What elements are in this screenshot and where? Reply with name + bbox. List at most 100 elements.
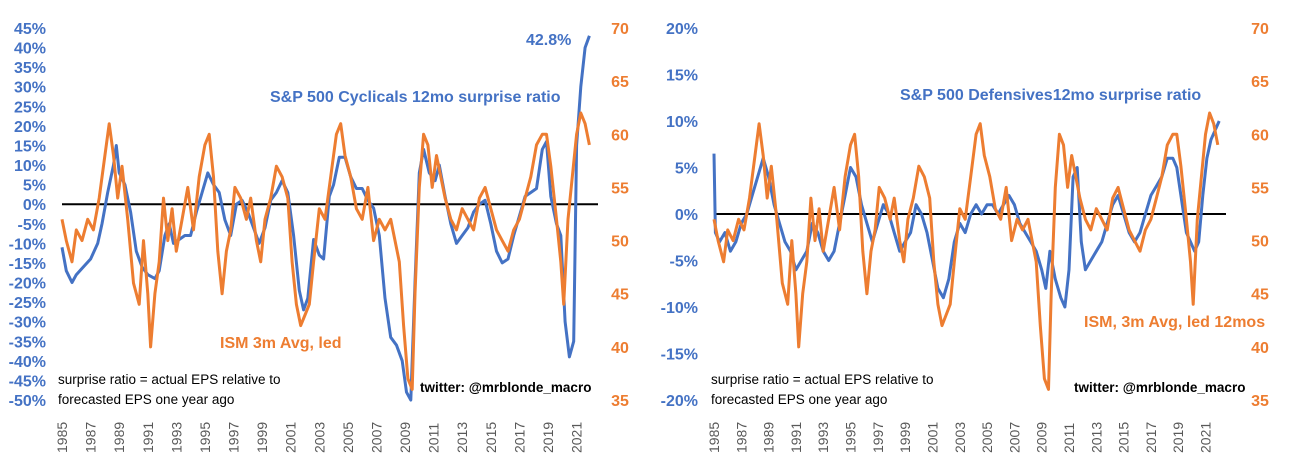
cyclicals-left-tick-label: -25% (9, 295, 46, 312)
cyclicals-series-right-line (60, 111, 591, 391)
cyclicals-chart: 45% 40% 35% 30% 25% 20% 15% 10% 5% 0% -5% -10% -15% -… (9, 21, 629, 453)
cyclicals-left-tick-label: -30% (9, 315, 46, 332)
cyclicals-right-tick-label: 45 (611, 287, 629, 304)
defensives-right-tick-label: 55 (1251, 180, 1269, 197)
cyclicals-x-tick-label: 2011 (426, 423, 442, 453)
defensives-note-line1: surprise ratio = actual EPS relative to (711, 372, 933, 387)
cyclicals-right-tick-label: 60 (611, 127, 629, 144)
cyclicals-left-tick-label: -15% (9, 256, 46, 273)
cyclicals-left-tick-label: 40% (14, 41, 46, 58)
cyclicals-right-tick-label: 65 (611, 74, 629, 91)
cyclicals-left-tick-label: 15% (14, 138, 46, 155)
cyclicals-peak-label: 42.8% (526, 32, 571, 49)
cyclicals-left-tick-label: -5% (18, 217, 46, 234)
cyclicals-left-tick-label: 5% (23, 178, 46, 195)
cyclicals-x-tick-label: 2017 (511, 422, 527, 453)
defensives-right-tick-label: 50 (1251, 234, 1269, 251)
cyclicals-x-tick-label: 1985 (54, 422, 70, 453)
defensives-x-tick-label: 2015 (1116, 422, 1132, 453)
defensives-series-right-line (712, 111, 1220, 391)
cyclicals-x-tick-label: 1997 (226, 422, 242, 453)
defensives-left-tick-label: 10% (666, 114, 698, 131)
defensives-left-tick-label: -15% (661, 347, 698, 364)
cyclicals-orange-series-label: ISM 3m Avg, led (220, 335, 342, 352)
cyclicals-x-tick-label: 2015 (483, 422, 499, 453)
defensives-orange-series-label: ISM, 3m Avg, led 12mos (1084, 314, 1265, 331)
cyclicals-right-tick-label: 35 (611, 393, 629, 410)
defensives-right-tick-label: 35 (1251, 393, 1269, 410)
defensives-x-tick-label: 1991 (788, 422, 804, 453)
cyclicals-left-tick-label: 20% (14, 119, 46, 136)
defensives-series-left-line (712, 120, 1221, 309)
cyclicals-left-tick-label: 35% (14, 60, 46, 77)
cyclicals-left-tick-label: 0% (23, 197, 46, 214)
cyclicals-blue-series-label: S&P 500 Cyclicals 12mo surprise ratio (270, 89, 561, 106)
cyclicals-x-tick-label: 2013 (454, 422, 470, 453)
defensives-x-tick-label: 2017 (1143, 422, 1159, 453)
cyclicals-left-tick-label: 30% (14, 80, 46, 97)
defensives-x-tick-label: 2019 (1170, 422, 1186, 453)
cyclicals-left-tick-label: 25% (14, 99, 46, 116)
cyclicals-x-tick-label: 2021 (569, 422, 585, 453)
cyclicals-right-tick-label: 70 (611, 21, 629, 38)
defensives-right-tick-label: 60 (1251, 127, 1269, 144)
defensives-x-tick-label: 1999 (897, 422, 913, 453)
defensives-blue-series-label: S&P 500 Defensives12mo surprise ratio (900, 87, 1201, 104)
defensives-chart: 20% 15% 10% 5% 0% -5% -10% -15% -20% 70 65 60 55 50 45… (661, 21, 1269, 453)
cyclicals-x-tick-label: 2019 (540, 422, 556, 453)
defensives-x-tick-label: 1987 (733, 422, 749, 453)
cyclicals-x-tick-label: 1991 (140, 422, 156, 453)
defensives-right-tick-label: 40 (1251, 340, 1269, 357)
defensives-right-tick-label: 70 (1251, 21, 1269, 38)
cyclicals-left-tick-label: -10% (9, 236, 46, 253)
defensives-x-tick-label: 1993 (815, 422, 831, 453)
cyclicals-right-tick-label: 50 (611, 234, 629, 251)
cyclicals-chart-panel: 45% 40% 35% 30% 25% 20% 15% 10% 5% 0% -5% -10% -15% -… (0, 0, 646, 463)
defensives-left-tick-label: -20% (661, 393, 698, 410)
cyclicals-left-tick-label: 45% (14, 21, 46, 38)
defensives-right-tick-label: 65 (1251, 74, 1269, 91)
cyclicals-note-line2: forecasted EPS one year ago (58, 392, 234, 407)
defensives-credit: twitter: @mrblonde_macro (1074, 380, 1245, 395)
defensives-x-tick-label: 2007 (1006, 422, 1022, 453)
cyclicals-left-tick-label: -50% (9, 393, 46, 410)
defensives-left-tick-label: -10% (661, 300, 698, 317)
cyclicals-left-tick-label: -45% (9, 373, 46, 390)
cyclicals-x-tick-label: 2003 (311, 422, 327, 453)
defensives-left-tick-label: -5% (670, 254, 698, 271)
cyclicals-credit: twitter: @mrblonde_macro (420, 380, 591, 395)
defensives-left-tick-label: 5% (675, 161, 698, 178)
cyclicals-left-tick-label: -35% (9, 334, 46, 351)
cyclicals-note-line1: surprise ratio = actual EPS relative to (58, 372, 280, 387)
defensives-x-tick-label: 1997 (870, 422, 886, 453)
cyclicals-x-tick-label: 2001 (283, 422, 299, 453)
cyclicals-x-tick-label: 2009 (397, 422, 413, 453)
cyclicals-x-tick-label: 1995 (197, 422, 213, 453)
defensives-x-tick-label: 1985 (706, 422, 722, 453)
cyclicals-series-left-line (60, 35, 591, 402)
defensives-x-tick-label: 1995 (843, 422, 859, 453)
defensives-right-tick-label: 45 (1251, 287, 1269, 304)
cyclicals-left-tick-label: -20% (9, 276, 46, 293)
cyclicals-x-tick-label: 1987 (83, 422, 99, 453)
cyclicals-x-tick-label: 2005 (340, 422, 356, 453)
cyclicals-x-tick-label: 1999 (254, 422, 270, 453)
defensives-left-tick-label: 0% (675, 207, 698, 224)
defensives-x-tick-label: 2011 (1061, 423, 1077, 453)
cyclicals-x-tick-label: 2007 (368, 422, 384, 453)
cyclicals-left-tick-label: 10% (14, 158, 46, 175)
defensives-chart-panel: 20% 15% 10% 5% 0% -5% -10% -15% -20% 70 65 60 55 50 45… (648, 0, 1292, 463)
defensives-x-tick-label: 2013 (1088, 422, 1104, 453)
defensives-x-tick-label: 2021 (1198, 422, 1214, 453)
defensives-x-tick-label: 2005 (979, 422, 995, 453)
defensives-x-tick-label: 2001 (924, 422, 940, 453)
defensives-x-tick-label: 2003 (952, 422, 968, 453)
defensives-left-tick-label: 20% (666, 21, 698, 38)
defensives-x-tick-label: 2009 (1034, 422, 1050, 453)
cyclicals-x-tick-label: 1993 (168, 422, 184, 453)
cyclicals-right-tick-label: 55 (611, 180, 629, 197)
cyclicals-right-tick-label: 40 (611, 340, 629, 357)
defensives-x-tick-label: 1989 (761, 422, 777, 453)
cyclicals-left-tick-label: -40% (9, 354, 46, 371)
defensives-note-line2: forecasted EPS one year ago (711, 392, 887, 407)
